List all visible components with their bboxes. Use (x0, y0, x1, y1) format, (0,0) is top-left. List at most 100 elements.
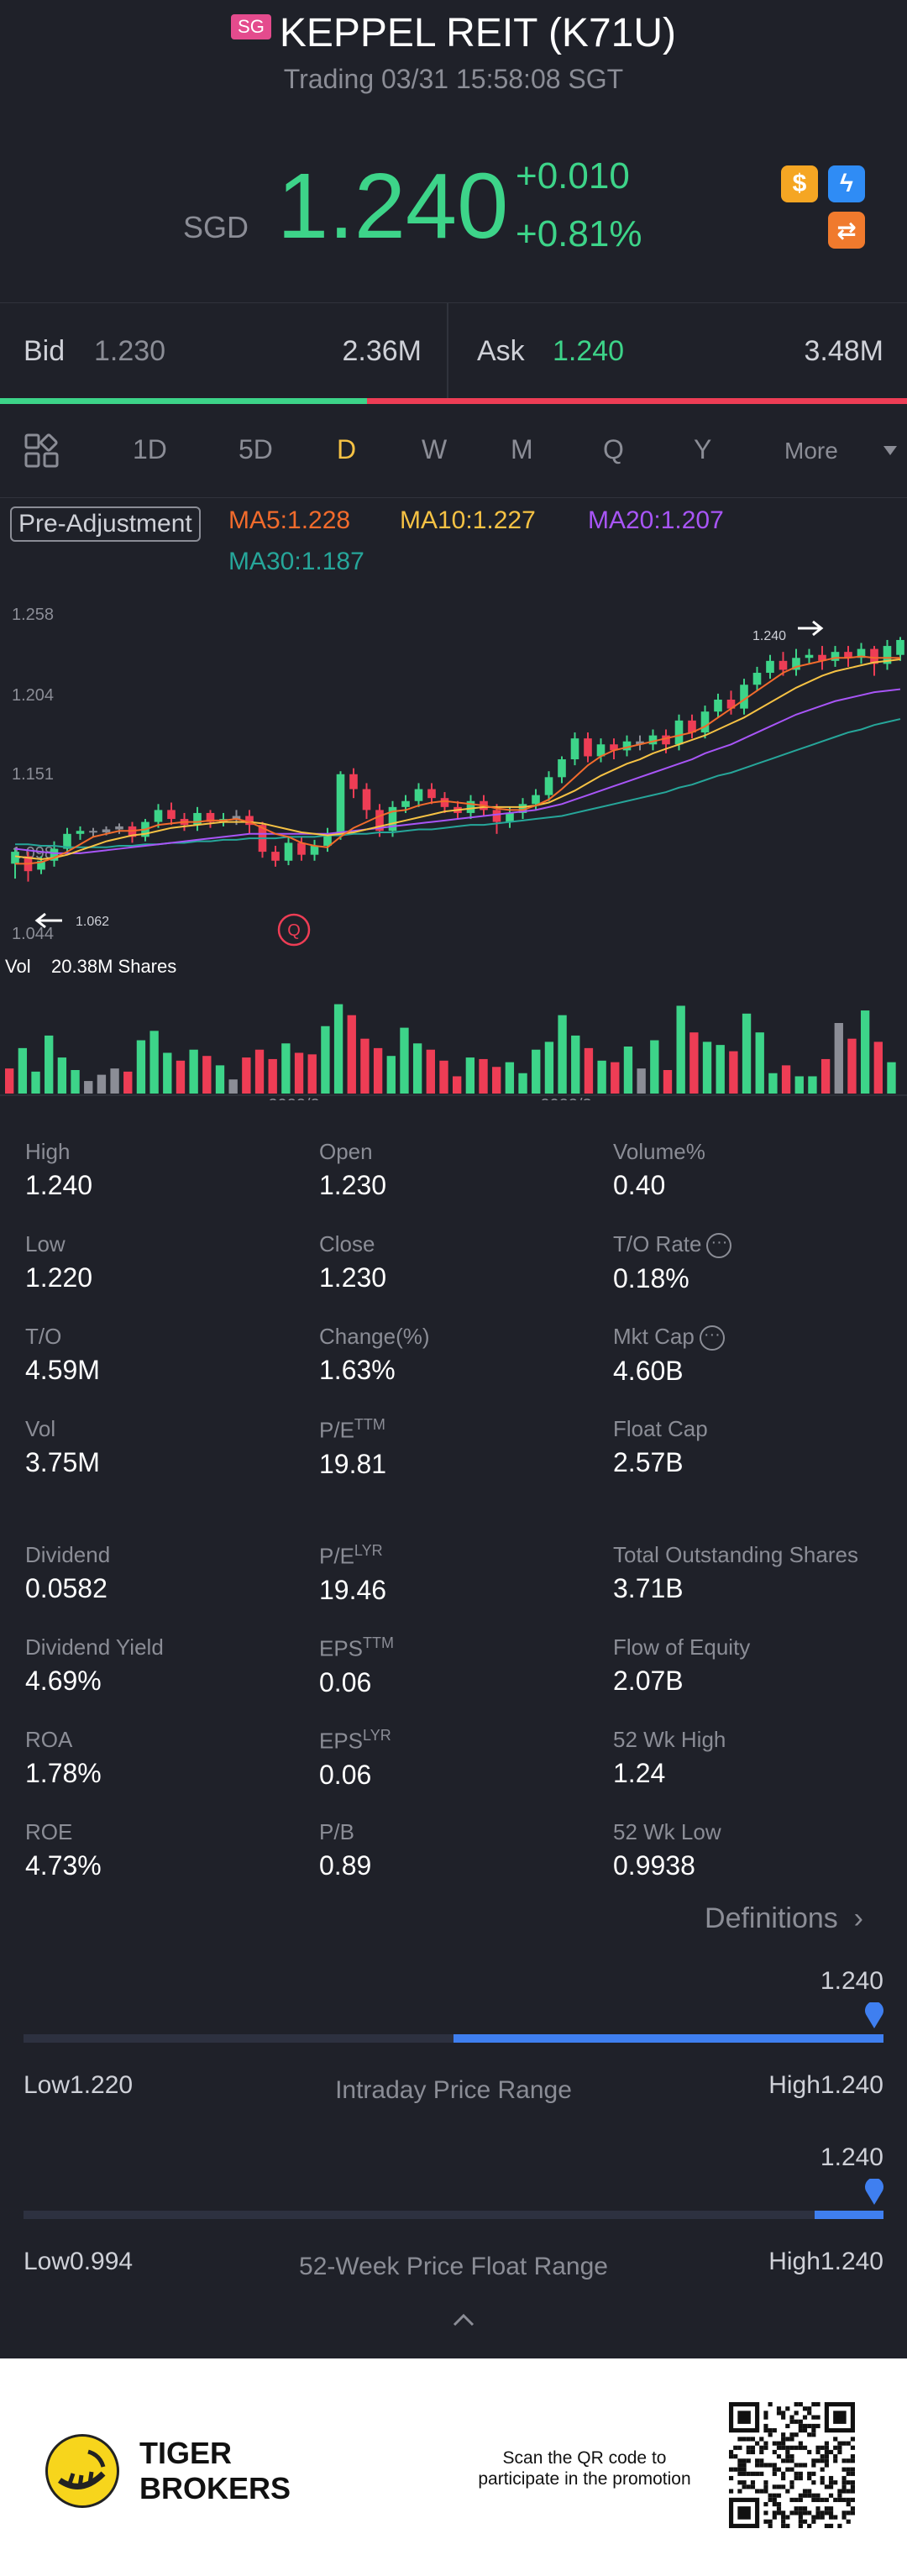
definitions-label: Definitions (705, 1902, 838, 1934)
tab-week[interactable]: W (422, 434, 448, 464)
candle-body (506, 812, 514, 822)
title-row: SG KEPPEL REIT (K71U) (0, 10, 907, 56)
tiger-logo-icon (45, 2434, 119, 2508)
candle-body (11, 852, 19, 864)
stat-label: EPSLYR (319, 1727, 391, 1755)
candlestick-chart[interactable]: 1.2581.2041.1511.0981.0441.2401.062Q2022… (0, 588, 907, 1100)
stat-value: 3.71B (613, 1573, 684, 1603)
y-tick-label: 1.204 (12, 686, 54, 705)
candle-body (532, 795, 540, 805)
price-change-percent: +0.81% (516, 213, 642, 254)
stat-label: 52 Wk Low (613, 1819, 721, 1845)
volume-bar (333, 1004, 343, 1094)
volume-value: 20.38M Shares (51, 956, 177, 977)
quarter-event-marker (277, 913, 311, 947)
stat-label: Volume% (613, 1139, 705, 1165)
stat-volume: Volume% 0.40 (613, 1139, 705, 1201)
tab-1d[interactable]: 1D (133, 434, 167, 464)
ask-size: 3.48M (804, 335, 884, 367)
stat-value: 0.06 (319, 1759, 372, 1790)
candle-body (714, 699, 722, 712)
stat-label: T/O (25, 1324, 100, 1350)
stat-label: Dividend (25, 1542, 110, 1568)
dollar-icon[interactable]: $ (781, 165, 818, 202)
volume-bar (71, 1070, 80, 1094)
candle-body (193, 812, 202, 826)
candle-body (752, 673, 762, 685)
more-info-icon[interactable]: ··· (699, 1325, 725, 1351)
volume-bar (768, 1073, 778, 1094)
collapse-chevron-icon[interactable] (452, 2311, 475, 2328)
intraday-low: Low1.220 (24, 2071, 134, 2099)
stat-label: P/ELYR (319, 1542, 386, 1570)
volume-bar (742, 1013, 752, 1094)
candle-body (232, 816, 241, 820)
stat-value: 4.69% (25, 1666, 102, 1696)
flash-icon[interactable]: ϟ (828, 165, 865, 202)
volume-bar (465, 1057, 475, 1094)
candle-body (63, 833, 71, 849)
candle-body (297, 842, 306, 855)
candle-body (779, 660, 788, 670)
exchange-icon[interactable]: ⇄ (828, 212, 865, 249)
stat-total-outstanding-shares: Total Outstanding Shares 3.71B (613, 1542, 858, 1604)
ma-line-ma10 (14, 658, 901, 860)
candle-body (271, 852, 280, 861)
more-info-icon[interactable]: ··· (706, 1233, 732, 1259)
stat-value: 0.89 (319, 1850, 372, 1881)
definitions-link[interactable]: Definitions › (705, 1902, 863, 1935)
stat-label: Close (319, 1231, 386, 1257)
volume-bar (479, 1058, 488, 1094)
stat-label: Vol (25, 1416, 100, 1442)
volume-bar (136, 1040, 146, 1094)
candle-body (596, 744, 606, 757)
volume-bar (716, 1045, 725, 1094)
stat-value: 1.230 (319, 1262, 387, 1293)
volume-bar (347, 1015, 356, 1094)
layout-grid-icon[interactable] (24, 433, 60, 470)
stat-value: 19.46 (319, 1574, 387, 1605)
caret-down-icon[interactable] (883, 446, 897, 455)
stat-value: 4.60B (613, 1356, 684, 1387)
candle-body (570, 738, 579, 760)
candle-body (310, 846, 319, 855)
week52-range-fill (815, 2211, 883, 2219)
stat-value: 1.230 (319, 1170, 387, 1200)
pre-adjustment-toggle[interactable]: Pre-Adjustment (10, 506, 201, 542)
stat-p-b: P/B 0.89 (319, 1819, 371, 1881)
candle-body (492, 810, 501, 822)
stat-value: 0.9938 (613, 1850, 695, 1881)
volume-bar (281, 1043, 291, 1094)
volume-bar (149, 1031, 159, 1094)
volume-bar (453, 1076, 462, 1094)
stat-label: Total Outstanding Shares (613, 1542, 858, 1568)
y-tick-label: 1.044 (12, 925, 54, 943)
period-tabs: 1D 5D D W M Q Y More (0, 404, 907, 498)
week52-current-value: 1.240 (820, 2143, 883, 2171)
stat-label: EPSTTM (319, 1634, 394, 1662)
stat-label-text: Dividend Yield (25, 1634, 164, 1660)
stat-label-text: Flow of Equity (613, 1634, 751, 1660)
candle-body (688, 720, 696, 733)
stat-label: Change(%) (319, 1324, 430, 1350)
stat-label-text: EPS (319, 1635, 364, 1661)
candle-body (558, 759, 566, 778)
stat-label-text: Low (25, 1231, 66, 1257)
volume-bar (268, 1058, 277, 1094)
candle-body (636, 741, 644, 745)
tab-more[interactable]: More (784, 438, 838, 464)
promo-footer: TIGER BROKERS Scan the QR code to particip… (0, 2358, 907, 2576)
volume-bar (794, 1076, 804, 1094)
tab-quarter[interactable]: Q (603, 434, 624, 464)
volume-bar (57, 1057, 67, 1094)
stat-label-text: ROE (25, 1819, 73, 1844)
tab-5d[interactable]: 5D (239, 434, 273, 464)
stat-value: 2.57B (613, 1447, 684, 1477)
tab-year[interactable]: Y (694, 434, 712, 464)
tab-month[interactable]: M (511, 434, 533, 464)
stat-label-text: T/O Rate (613, 1231, 702, 1257)
tab-day[interactable]: D (337, 434, 357, 464)
stat-value: 19.81 (319, 1448, 387, 1479)
stat-value: 1.63% (319, 1355, 396, 1385)
stat-label-text: 52 Wk Low (613, 1819, 721, 1844)
